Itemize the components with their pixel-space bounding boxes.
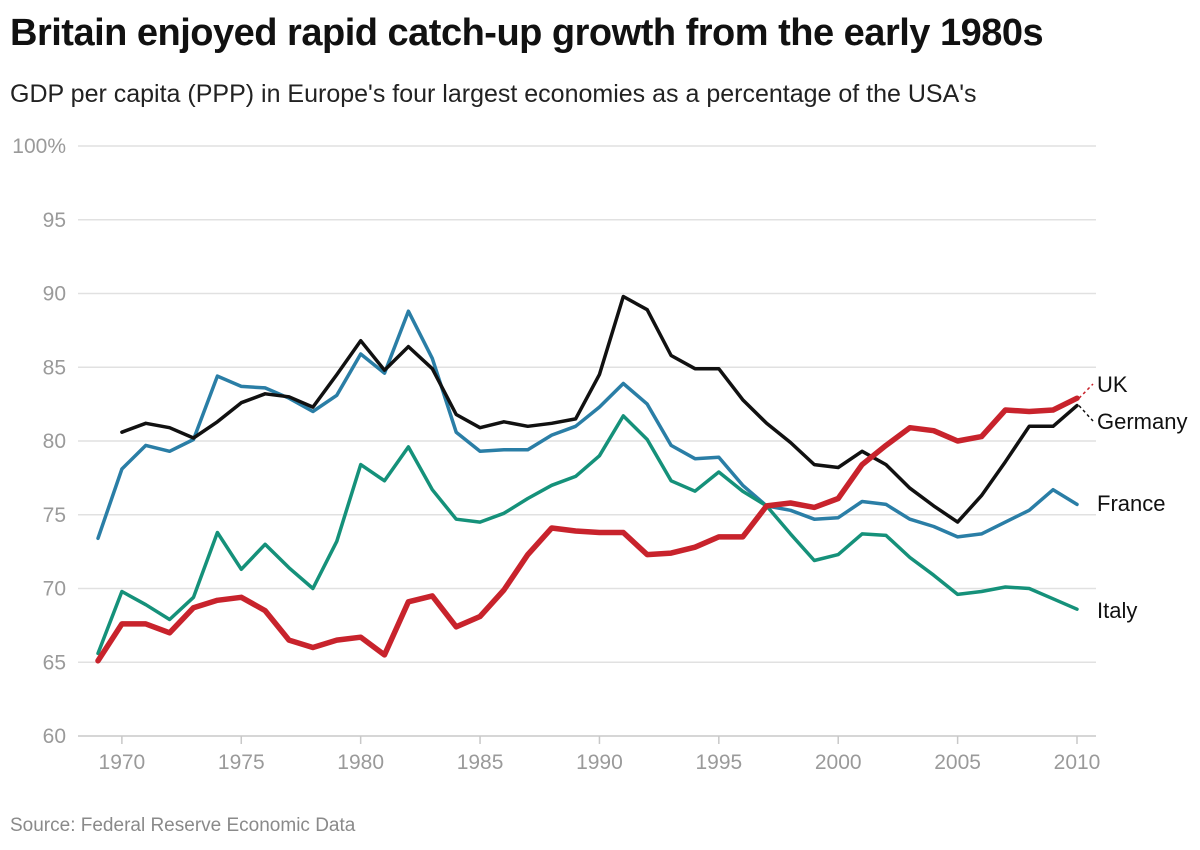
gridlines <box>78 145 1096 737</box>
series-labels: France Italy Germany UK <box>1078 372 1187 623</box>
chart-title: Britain enjoyed rapid catch-up growth fr… <box>10 12 1044 54</box>
x-tick-label: 2000 <box>815 751 862 774</box>
y-tick-label: 70 <box>43 578 66 601</box>
x-tick-label: 1975 <box>218 751 265 774</box>
y-tick-label: 85 <box>43 356 66 379</box>
y-tick-label: 100% <box>12 135 66 158</box>
y-tick-label: 90 <box>43 283 66 306</box>
series-label-uk: UK <box>1097 372 1128 397</box>
label-connector-uk <box>1078 383 1094 399</box>
y-tick-label: 60 <box>43 725 66 748</box>
y-axis: 60 65 70 75 80 85 90 95 100% <box>12 135 66 748</box>
y-tick-label: 95 <box>43 209 66 232</box>
series-label-italy: Italy <box>1097 598 1137 623</box>
x-tick-label: 1980 <box>337 751 384 774</box>
series-lines <box>95 294 1080 664</box>
series-line-germany <box>120 294 1079 524</box>
series-label-france: France <box>1097 491 1165 516</box>
x-tick-label: 2005 <box>934 751 981 774</box>
y-tick-label: 80 <box>43 430 66 453</box>
x-axis: 1970 1975 1980 1985 1990 1995 2000 2005 2010 <box>99 736 1101 774</box>
x-tick-label: 1985 <box>457 751 504 774</box>
label-connector-germany <box>1078 405 1094 422</box>
x-tick-label: 1990 <box>576 751 623 774</box>
chart-subtitle: GDP per capita (PPP) in Europe's four la… <box>10 80 977 108</box>
series-line-france <box>96 309 1079 541</box>
x-tick-label: 1970 <box>99 751 146 774</box>
series-line-italy <box>96 414 1079 656</box>
x-tick-label: 2010 <box>1054 751 1101 774</box>
source-note: Source: Federal Reserve Economic Data <box>10 815 356 836</box>
series-label-germany: Germany <box>1097 409 1187 434</box>
y-tick-label: 75 <box>43 504 66 527</box>
y-tick-label: 65 <box>43 651 66 674</box>
x-tick-label: 1995 <box>695 751 742 774</box>
series-line-uk <box>95 395 1080 664</box>
